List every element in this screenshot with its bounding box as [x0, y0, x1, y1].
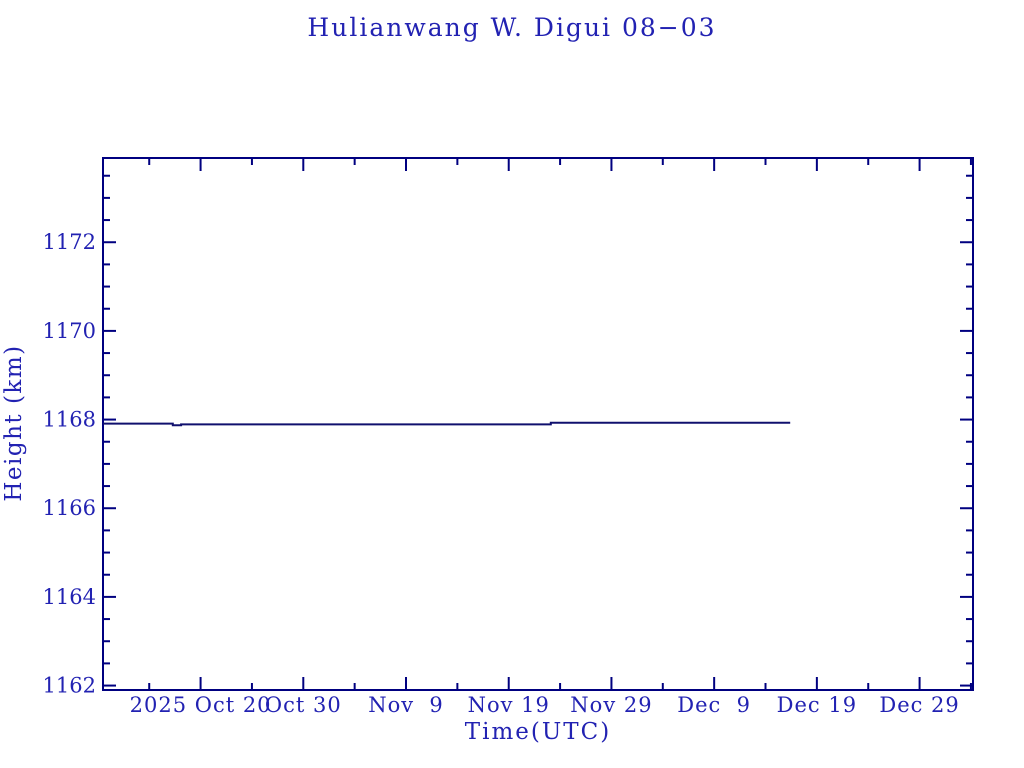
- x-axis-label: Time(UTC): [464, 719, 612, 745]
- x-axis-tick-label: Dec 9: [677, 693, 751, 717]
- x-axis-tick-label: Nov 29: [570, 693, 652, 717]
- x-axis-tick-label: Nov 9: [368, 693, 444, 717]
- y-axis-tick-label: 1168: [43, 408, 96, 432]
- data-line-orbit-height: [103, 421, 791, 427]
- y-axis-tick-label: 1166: [43, 496, 96, 520]
- y-axis-tick-label: 1162: [43, 674, 96, 698]
- x-axis-tick-label: Dec 19: [777, 693, 857, 717]
- x-axis-tick-label: Dec 29: [879, 693, 959, 717]
- x-axis-tick-label: Nov 19: [468, 693, 550, 717]
- y-axis-tick-label: 1164: [43, 585, 96, 609]
- chart-title: Hulianwang W. Digui 08−03: [307, 13, 717, 42]
- x-axis-tick-label: Oct 30: [265, 693, 342, 717]
- x-axis-tick-label: 2025 Oct 20: [130, 693, 272, 717]
- y-axis-tick-label: 1172: [43, 230, 96, 254]
- y-axis-tick-label: 1170: [43, 319, 96, 343]
